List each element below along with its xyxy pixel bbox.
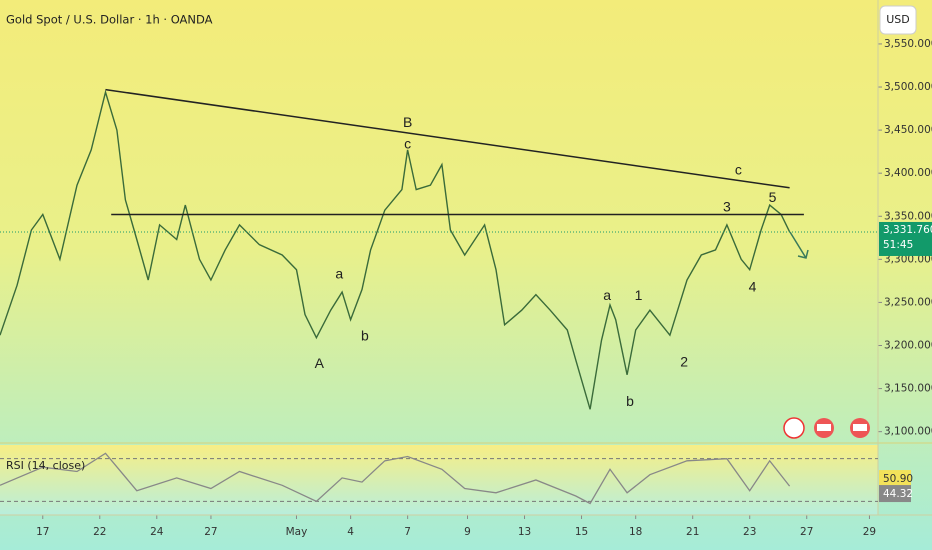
wave-label: 5 (769, 189, 777, 205)
current-price-box (879, 221, 932, 256)
x-tick-label: 27 (800, 526, 813, 538)
x-tick-label: 29 (863, 526, 876, 538)
wave-label: a (603, 287, 611, 303)
y-tick-label: 3,400.000 (884, 167, 932, 179)
wave-label: a (335, 266, 343, 282)
wave-label: 3 (723, 198, 731, 214)
x-tick-label: 23 (743, 526, 756, 538)
y-tick-label: 3,300.000 (884, 253, 932, 265)
price-line (0, 89, 791, 410)
x-tick-label: 17 (36, 526, 49, 538)
y-tick-label: 3,500.000 (884, 81, 932, 93)
x-tick-label: 7 (404, 526, 411, 538)
rsi-label: RSI (14, close) (6, 459, 85, 472)
x-tick-label: 22 (93, 526, 106, 538)
currency-box[interactable] (879, 5, 917, 35)
x-tick-label: 13 (518, 526, 531, 538)
wave-label: b (361, 328, 369, 344)
trendline (105, 88, 790, 189)
rsi-panel (0, 445, 878, 515)
current-price-label: 3,331.760 (883, 224, 932, 236)
rsi-last-box (879, 485, 911, 503)
countdown: 51:45 (883, 239, 913, 251)
currency: USD (886, 13, 910, 26)
wave-label: c (404, 135, 411, 151)
wave-label: 4 (749, 278, 757, 294)
y-tick-label: 3,450.000 (884, 124, 932, 136)
rsi-ma-box (879, 470, 911, 488)
y-tick-label: 3,250.000 (884, 296, 932, 308)
y-tick-label: 3,150.000 (884, 383, 932, 395)
x-tick-label: 4 (347, 526, 354, 538)
x-tick-label: 9 (464, 526, 471, 538)
x-tick-label: 18 (629, 526, 642, 538)
y-tick-label: 3,550.000 (884, 38, 932, 50)
wave-label: c (735, 161, 742, 177)
projection-arrow (789, 231, 809, 259)
rsi-last-label: 44.32 (883, 488, 913, 500)
chart-title: Gold Spot / U.S. Dollar · 1h · OANDA (6, 13, 213, 27)
wave-label: 2 (680, 353, 688, 369)
rsi-ma-label: 50.90 (883, 473, 913, 485)
wave-label: b (626, 393, 634, 409)
y-tick-label: 3,350.000 (884, 210, 932, 222)
x-tick-label: 27 (204, 526, 217, 538)
alert-icons[interactable] (783, 417, 870, 439)
rsi-line (0, 452, 791, 505)
wave-label: 1 (635, 287, 643, 303)
x-tick-label: May (286, 526, 308, 538)
wave-label: A (315, 355, 325, 371)
y-tick-label: 3,100.000 (884, 426, 932, 438)
wave-label: B (403, 114, 412, 130)
y-tick-label: 3,200.000 (884, 340, 932, 352)
x-tick-label: 24 (150, 526, 164, 538)
x-tick-label: 21 (686, 526, 699, 538)
x-tick-label: 15 (575, 526, 588, 538)
